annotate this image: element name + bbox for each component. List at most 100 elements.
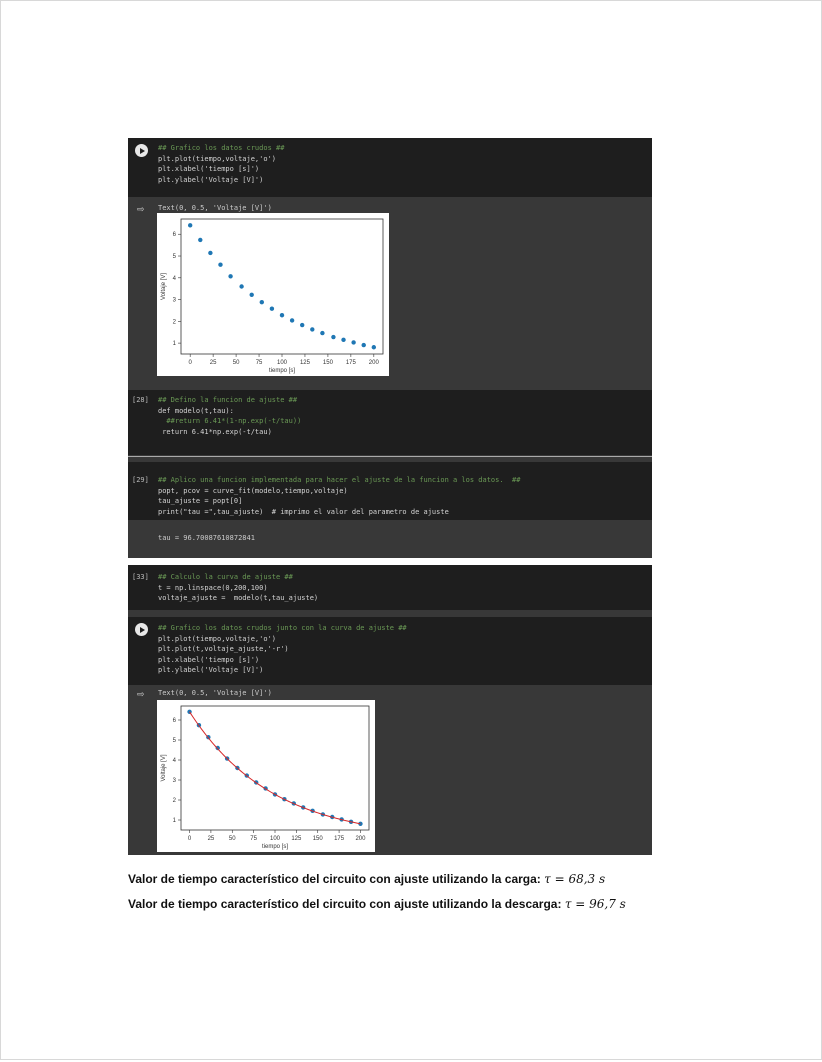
x-tick-label: 50 <box>233 360 240 366</box>
code-line: plt.xlabel('tiempo [s]') <box>158 655 260 664</box>
code-line: popt, pcov = curve_fit(modelo,tiempo,vol… <box>158 486 348 495</box>
x-tick-label: 200 <box>355 836 366 842</box>
y-axis-label: Voltaje [V] <box>161 754 167 781</box>
notebook-screenshot-3: [33] ## Calculo la curva de ajuste ## t … <box>128 565 652 855</box>
code-line: ## Grafico los datos crudos junto con la… <box>158 624 407 632</box>
x-tick-label: 150 <box>323 360 334 366</box>
x-tick-label: 75 <box>256 360 263 366</box>
result-value: τ = 96,7 s <box>564 897 626 911</box>
x-axis-label: tiempo [s] <box>269 368 295 374</box>
divider <box>128 456 652 457</box>
code-cell-29: [29] ## Aplico una funcion implementada … <box>128 462 652 520</box>
data-point <box>218 262 223 267</box>
x-tick-label: 125 <box>300 360 311 366</box>
y-tick-label: 1 <box>173 341 177 347</box>
x-tick-label: 150 <box>313 836 324 842</box>
data-point <box>279 313 285 318</box>
code-line: plt.plot(tiempo,voltaje,'o') <box>158 634 277 643</box>
y-axis-label: Voltaje [V] <box>161 273 167 300</box>
output-icon: ⇨ <box>137 689 145 699</box>
plot-area <box>180 705 370 831</box>
code-line: return 6.41*np.exp(-t/tau) <box>158 427 272 436</box>
code-line: plt.ylabel('Voltaje [V]') <box>158 175 264 184</box>
notebook-screenshot-1: ## Grafico los datos crudos ## plt.plot(… <box>128 138 652 390</box>
code-line: voltaje_ajuste = modelo(t,tau_ajuste) <box>158 594 319 602</box>
plot-area <box>180 218 384 355</box>
code-cell-33: [33] ## Calculo la curva de ajuste ## t … <box>128 565 652 610</box>
x-tick-label: 0 <box>189 360 193 366</box>
code-line: ## Grafico los datos crudos ## <box>158 144 285 152</box>
data-point <box>289 318 295 323</box>
code-line: ## Aplico una funcion implementada para … <box>158 476 521 484</box>
y-tick-label: 2 <box>173 319 177 325</box>
code-cell-28: [28] ## Defino la funcion de ajuste ## d… <box>128 390 652 455</box>
code: ## Grafico los datos crudos ## plt.plot(… <box>158 143 284 185</box>
result-label: Valor de tiempo característico del circu… <box>128 897 562 911</box>
data-point <box>341 337 346 343</box>
y-tick-label: 6 <box>173 718 177 724</box>
x-tick-label: 200 <box>369 360 380 366</box>
y-tick-label: 5 <box>173 738 177 744</box>
x-axis-label: tiempo [s] <box>262 844 288 850</box>
notebook-screenshot-2: [28] ## Defino la funcion de ajuste ## d… <box>128 390 652 558</box>
data-point <box>320 330 325 336</box>
code-line: plt.xlabel('tiempo [s]') <box>158 165 260 173</box>
code-line: tau_ajuste = popt[0] <box>158 497 243 505</box>
code-line: def modelo(t,tau): <box>158 406 234 415</box>
x-tick-label: 0 <box>188 836 192 842</box>
data-point <box>371 345 377 350</box>
x-tick-label: 175 <box>334 836 345 842</box>
code-line: plt.ylabel('Voltaje [V]') <box>158 666 264 674</box>
data-point <box>208 250 213 256</box>
y-tick-label: 1 <box>173 818 177 824</box>
data-point <box>249 292 254 297</box>
output-text: Text(0, 0.5, 'Voltaje [V]') <box>158 689 272 697</box>
code-cell-plot-raw: ## Grafico los datos crudos ## plt.plot(… <box>128 138 652 197</box>
y-tick-label: 6 <box>173 232 177 238</box>
x-tick-label: 100 <box>270 836 281 842</box>
x-tick-label: 50 <box>229 836 236 842</box>
x-tick-label: 100 <box>277 360 288 366</box>
code-line: ## Defino la funcion de ajuste ## <box>158 396 298 404</box>
y-tick-label: 4 <box>173 276 177 282</box>
data-point <box>351 340 356 345</box>
code: ## Calculo la curva de ajuste ## t = np.… <box>158 572 318 604</box>
chart-fit: 0 25 50 75 100 125 150 175 200 1 2 3 4 5 6 tiempo [s] Vo… <box>157 700 375 852</box>
code-line: plt.plot(tiempo,voltaje,'o') <box>158 154 277 163</box>
code-line: ## Calculo la curva de ajuste ## <box>158 573 293 581</box>
code-cell-plot-fit: ## Grafico los datos crudos junto con la… <box>128 617 652 685</box>
data-point <box>198 237 203 243</box>
data-point <box>187 223 193 228</box>
y-tick-label: 5 <box>173 254 177 260</box>
data-point <box>300 322 305 328</box>
data-point <box>269 306 275 311</box>
cell-number: [33] <box>132 573 149 581</box>
result-value: τ = 68,3 s <box>544 872 606 886</box>
data-point <box>310 327 315 332</box>
output-text: Text(0, 0.5, 'Voltaje [V]') <box>158 204 272 212</box>
cell-number: [28] <box>132 396 149 404</box>
data-point <box>358 821 363 826</box>
code-line: t = np.linspace(0,200,100) <box>158 583 268 592</box>
code-line: ##return 6.41*(1-np.exp(-t/tau)) <box>158 417 302 425</box>
code-line: plt.plot(t,voltaje_ajuste,'-r') <box>158 645 289 653</box>
data-point <box>361 342 366 348</box>
output-icon: ⇨ <box>137 204 145 214</box>
result-discharge: Valor de tiempo característico del circu… <box>128 897 626 911</box>
fit-curve <box>189 711 361 825</box>
data-point <box>331 334 336 340</box>
result-charge: Valor de tiempo característico del circu… <box>128 872 605 886</box>
run-button-icon[interactable] <box>135 623 148 636</box>
x-tick-label: 75 <box>250 836 257 842</box>
result-label: Valor de tiempo característico del circu… <box>128 872 541 886</box>
output-text: tau = 96.70087610872841 <box>158 534 255 542</box>
run-button-icon[interactable] <box>135 144 148 157</box>
cell-number: [29] <box>132 476 149 484</box>
y-tick-label: 2 <box>173 798 177 804</box>
y-tick-label: 4 <box>173 758 177 764</box>
data-point <box>259 299 264 305</box>
y-tick-label: 3 <box>173 778 177 784</box>
data-point <box>228 274 233 279</box>
code: ## Grafico los datos crudos junto con la… <box>158 623 407 676</box>
x-tick-label: 125 <box>291 836 302 842</box>
